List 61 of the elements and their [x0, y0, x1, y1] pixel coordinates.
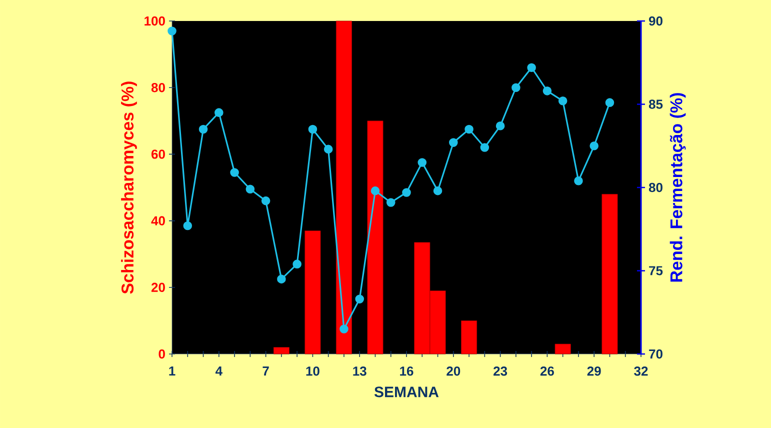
bar [554, 344, 571, 354]
point [292, 260, 302, 268]
bar [461, 320, 478, 354]
x-axis-title: SEMANA [374, 386, 439, 398]
y2-tick-label: 75 [649, 266, 663, 276]
y2-tick-label: 70 [649, 349, 662, 359]
bar [367, 120, 384, 354]
x-tick-label: 20 [446, 366, 460, 376]
point [433, 186, 442, 196]
y-tick-label: 20 [151, 282, 165, 292]
point [480, 143, 490, 152]
point [230, 168, 239, 177]
x-tick-label: 13 [353, 366, 366, 376]
point [558, 96, 568, 106]
point [324, 144, 333, 154]
point [574, 176, 583, 186]
x-tick-label: 10 [306, 366, 320, 376]
y-tick-label: 0 [158, 349, 165, 359]
point [402, 188, 411, 197]
y2-axis-title: Rend. Fermentação (%) [670, 93, 686, 282]
y2-tick-label: 80 [648, 182, 662, 192]
bar [602, 194, 618, 354]
point [590, 141, 598, 150]
point [418, 158, 427, 167]
bar [336, 20, 352, 354]
point [464, 124, 474, 134]
x-tick-label: 1 [169, 366, 176, 376]
point [370, 186, 380, 196]
point [214, 108, 224, 117]
y-tick-label: 80 [151, 82, 165, 92]
point [168, 26, 176, 36]
point [277, 274, 286, 284]
point [340, 324, 348, 334]
point [449, 138, 458, 147]
point [355, 294, 364, 304]
x-tick-label: 29 [587, 366, 601, 376]
point [261, 196, 270, 206]
point [496, 121, 505, 130]
point [605, 98, 614, 107]
y2-tick-label: 90 [648, 16, 662, 26]
x-tick-label: 7 [262, 366, 269, 376]
y2-tick-label: 85 [648, 100, 663, 109]
bar [304, 230, 321, 354]
x-tick-label: 26 [540, 366, 554, 376]
point [542, 86, 552, 96]
y-tick-label: 40 [151, 216, 165, 226]
point [527, 63, 536, 72]
x-tick-label: 4 [215, 366, 222, 376]
x-tick-label: 16 [400, 366, 414, 376]
point [198, 124, 208, 134]
point [386, 198, 396, 207]
point [308, 124, 318, 134]
bar [273, 347, 290, 354]
x-tick-label: 32 [634, 366, 648, 376]
y-axis-title: Schizosaccharomyces (%) [121, 82, 137, 294]
y-tick-label: 100 [144, 16, 165, 26]
point [512, 83, 520, 92]
y-tick-label: 60 [151, 150, 165, 159]
point [183, 221, 192, 230]
x-tick-label: 23 [494, 366, 508, 376]
point [246, 184, 255, 194]
